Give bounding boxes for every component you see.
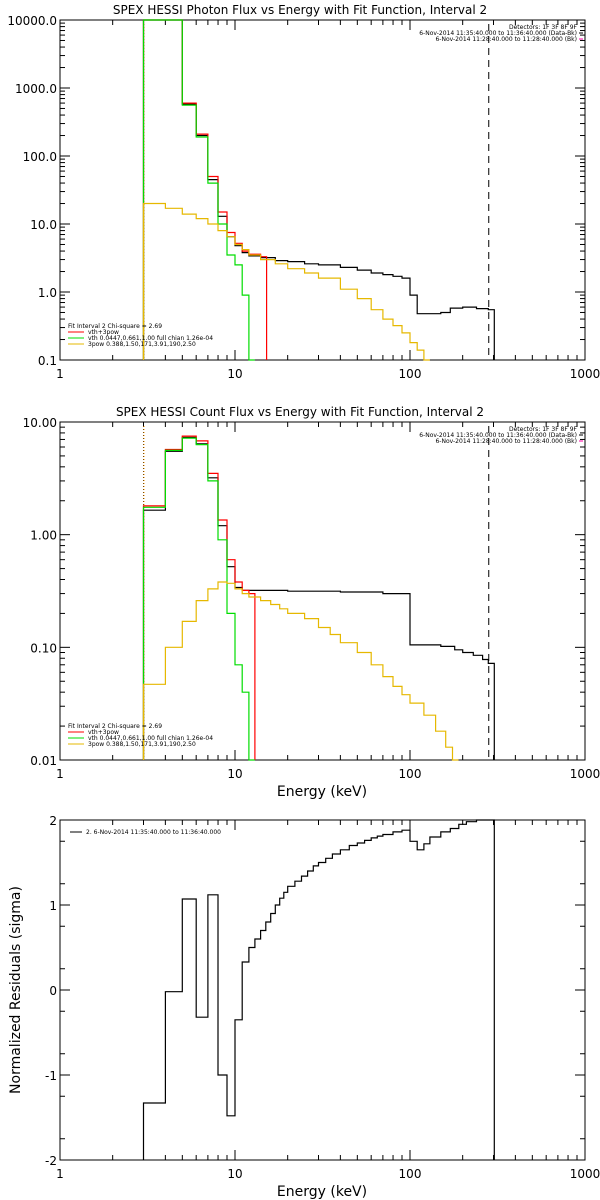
x-tick-label: 1000 <box>570 367 600 381</box>
y-tick-label: 2 <box>49 814 57 828</box>
y-axis-title: Normalized Residuals (sigma) <box>8 886 24 1094</box>
y-tick-label: 10000.0 <box>7 14 57 28</box>
series-3-line <box>142 202 430 361</box>
series-1-line <box>142 19 268 360</box>
x-tick-label: 10 <box>227 367 242 381</box>
y-tick-label: -1 <box>45 1069 57 1083</box>
series-2-line <box>142 19 255 361</box>
plot-frame <box>59 19 586 361</box>
y-tick-label: 0 <box>49 984 57 998</box>
x-tick-label: 10 <box>227 1167 242 1181</box>
x-tick-label: 1 <box>56 367 64 381</box>
y-tick-label: 1 <box>49 899 57 913</box>
y-tick-label: 0.10 <box>30 641 57 655</box>
legend-entry: vth 0.0447,0.661,1.00 full chian 1.26e-0… <box>88 735 213 742</box>
info-line: Detectors: 1F 3F 8F 9F <box>509 24 578 31</box>
x-axis-title: Energy (keV) <box>277 1184 367 1200</box>
legend-entry: 3pow 0.388,1.50,171,3.91,190,2.50 <box>88 741 196 748</box>
chart-title: SPEX HESSI Photon Flux vs Energy with Fi… <box>113 3 487 17</box>
y-tick-label: 0.1 <box>38 354 57 368</box>
info-line: 6-Nov-2014 11:28:40.000 to 11:28:40.000 … <box>435 438 577 445</box>
x-tick-label: 100 <box>399 767 422 781</box>
legend-entry: vth+3pow <box>88 729 119 736</box>
y-tick-label: 10.0 <box>30 218 57 232</box>
info-line: 6-Nov-2014 11:35:40.000 to 11:36:40.000 … <box>419 30 577 37</box>
plot-frame <box>59 819 586 1161</box>
x-tick-label: 1000 <box>570 767 600 781</box>
chart-title: SPEX HESSI Count Flux vs Energy with Fit… <box>116 405 484 419</box>
y-tick-label: 100.0 <box>23 150 57 164</box>
legend-entry: 2. 6-Nov-2014 11:35:40.000 to 11:36:40.0… <box>86 829 221 836</box>
x-tick-label: 10 <box>227 767 242 781</box>
x-tick-label: 1000 <box>570 1167 600 1181</box>
info-line: 6-Nov-2014 11:28:40.000 to 11:28:40.000 … <box>435 36 577 43</box>
x-tick-label: 1 <box>56 767 64 781</box>
legend-entry: 3pow 0.388,1.50,171,3.91,190,2.50 <box>88 341 196 348</box>
x-tick-label: 100 <box>399 367 422 381</box>
x-axis-title: Energy (keV) <box>277 784 367 800</box>
series-1-line <box>142 435 256 760</box>
legend-header: Fit Interval 2 Chi-square = 2.69 <box>68 323 162 330</box>
series-0-line <box>142 19 495 360</box>
series-2-line <box>142 437 255 761</box>
y-tick-label: 0.01 <box>30 754 57 768</box>
series-0-line <box>142 436 495 760</box>
info-line: Detectors: 1F 3F 8F 9F <box>509 426 578 433</box>
series-0-line <box>142 819 495 1160</box>
legend-entry: vth+3pow <box>88 329 119 336</box>
legend-header: Fit Interval 2 Chi-square = 2.69 <box>68 723 162 730</box>
x-tick-label: 1 <box>56 1167 64 1181</box>
y-tick-label: 10.00 <box>23 416 57 430</box>
plot-frame <box>59 421 586 761</box>
y-tick-label: 1.0 <box>38 286 57 300</box>
series-3-line <box>142 581 459 761</box>
y-tick-label: 1.00 <box>30 529 57 543</box>
info-line: 6-Nov-2014 11:35:40.000 to 11:36:40.000 … <box>419 432 577 439</box>
legend-entry: vth 0.0447,0.661,1.00 full chian 1.26e-0… <box>88 335 213 342</box>
y-tick-label: -2 <box>45 1154 57 1168</box>
x-tick-label: 100 <box>399 1167 422 1181</box>
y-tick-label: 1000.0 <box>15 82 57 96</box>
